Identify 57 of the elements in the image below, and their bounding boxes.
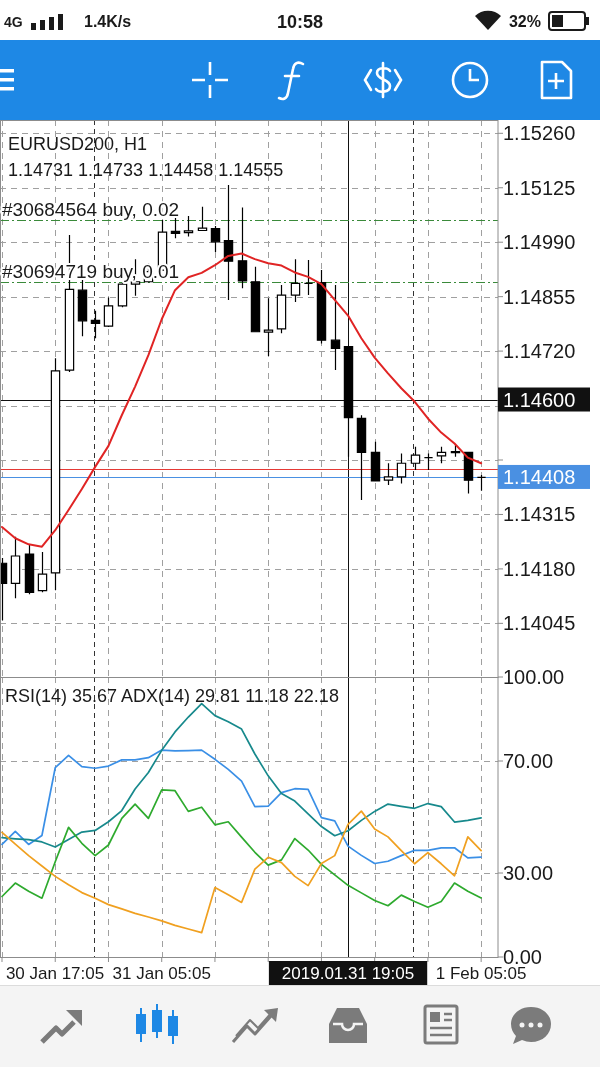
candlestick [436,446,447,464]
candlestick [37,551,48,593]
y-tick-label: 1.14855 [503,285,576,308]
candlestick [250,266,261,333]
text: 1.4K/s [84,13,132,30]
ref-line-label: 2019.01.31 19:05 [281,964,415,983]
candlestick [263,297,274,357]
candlestick [237,206,248,289]
text: 32% [508,13,541,30]
candlestick [10,536,21,599]
candlestick [210,225,221,253]
candlestick [423,452,434,471]
candlestick [24,544,35,595]
y-tick-label: 100.00 [503,666,565,688]
candlestick [316,269,327,345]
x-tick-label: 31 Jan 05:05 [112,964,211,983]
candlestick [77,278,88,337]
text: 4G [4,14,23,30]
candlestick [476,474,487,492]
line-series [1,749,482,865]
line-series [1,252,483,548]
candlestick [330,284,341,371]
ref-line-label: 1.14408 [503,465,576,488]
y-tick-label: 30.00 [503,862,554,884]
text: EURUSD200, H1 [8,134,148,154]
candlestick [103,296,114,328]
line-series [1,810,482,934]
y-tick-label: 1.14720 [503,340,576,363]
candlestick [343,345,354,458]
candlestick [90,310,101,339]
y-tick-label: 1.14990 [503,231,576,254]
y-tick-label: 1.14315 [503,503,576,526]
candlestick [450,444,461,458]
y-tick-label: 1.15125 [503,176,576,199]
ref-line-label: #30684564 buy, 0.02 [2,199,180,221]
y-tick-label: 70.00 [503,750,554,772]
candlestick [290,258,301,303]
ref-line-label: 1.14600 [503,388,576,411]
y-tick-label: 1.14180 [503,557,576,580]
candlestick [370,441,381,482]
x-tick-label: 30 Jan 17:05 [5,964,105,983]
candlestick [223,184,234,301]
candlestick [410,446,421,471]
candlestick [383,462,394,486]
candlestick [117,281,128,308]
y-tick-label: 1.15260 [503,122,576,145]
candlestick [356,414,367,501]
text: 10:58 [276,12,324,32]
candlestick [303,259,314,296]
candlestick [276,284,287,334]
y-tick-label: 1.14045 [503,612,576,635]
text: RSI(14) 35.67 ADX(14) 29.81 11.18 22.18 [5,686,339,706]
candlestick [396,452,407,484]
candlestick [183,215,194,238]
text: 1.14731 1.14733 1.14458 1.14555 [8,160,284,180]
line-series [1,788,482,909]
candlestick [197,206,208,232]
